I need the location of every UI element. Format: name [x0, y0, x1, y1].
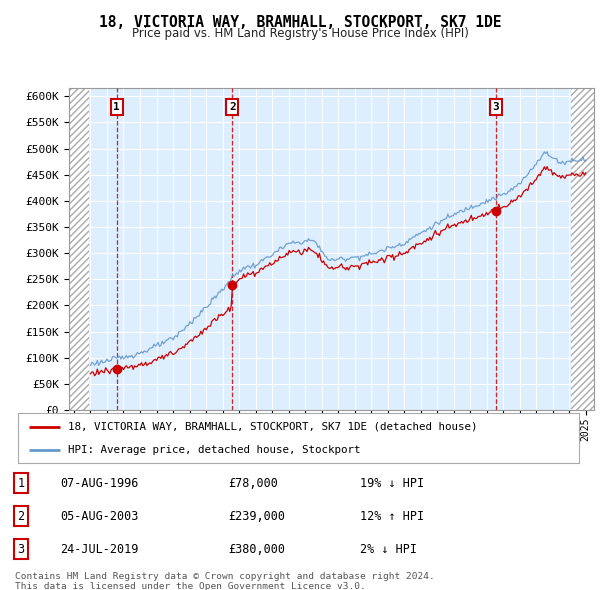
- Text: 07-AUG-1996: 07-AUG-1996: [60, 477, 139, 490]
- Text: £239,000: £239,000: [228, 510, 285, 523]
- Text: 19% ↓ HPI: 19% ↓ HPI: [360, 477, 424, 490]
- Text: HPI: Average price, detached house, Stockport: HPI: Average price, detached house, Stoc…: [68, 445, 361, 455]
- Text: £78,000: £78,000: [228, 477, 278, 490]
- Text: £380,000: £380,000: [228, 543, 285, 556]
- Text: 3: 3: [493, 102, 499, 112]
- Text: This data is licensed under the Open Government Licence v3.0.: This data is licensed under the Open Gov…: [15, 582, 366, 590]
- Text: 1: 1: [113, 102, 120, 112]
- Text: 24-JUL-2019: 24-JUL-2019: [60, 543, 139, 556]
- Text: Price paid vs. HM Land Registry's House Price Index (HPI): Price paid vs. HM Land Registry's House …: [131, 27, 469, 40]
- Text: 2: 2: [229, 102, 236, 112]
- Text: Contains HM Land Registry data © Crown copyright and database right 2024.: Contains HM Land Registry data © Crown c…: [15, 572, 435, 581]
- Text: 18, VICTORIA WAY, BRAMHALL, STOCKPORT, SK7 1DE: 18, VICTORIA WAY, BRAMHALL, STOCKPORT, S…: [99, 15, 501, 30]
- Text: 3: 3: [17, 543, 25, 556]
- Text: 05-AUG-2003: 05-AUG-2003: [60, 510, 139, 523]
- Text: 1: 1: [17, 477, 25, 490]
- Text: 18, VICTORIA WAY, BRAMHALL, STOCKPORT, SK7 1DE (detached house): 18, VICTORIA WAY, BRAMHALL, STOCKPORT, S…: [68, 421, 478, 431]
- Text: 12% ↑ HPI: 12% ↑ HPI: [360, 510, 424, 523]
- Text: 2: 2: [17, 510, 25, 523]
- Text: 2% ↓ HPI: 2% ↓ HPI: [360, 543, 417, 556]
